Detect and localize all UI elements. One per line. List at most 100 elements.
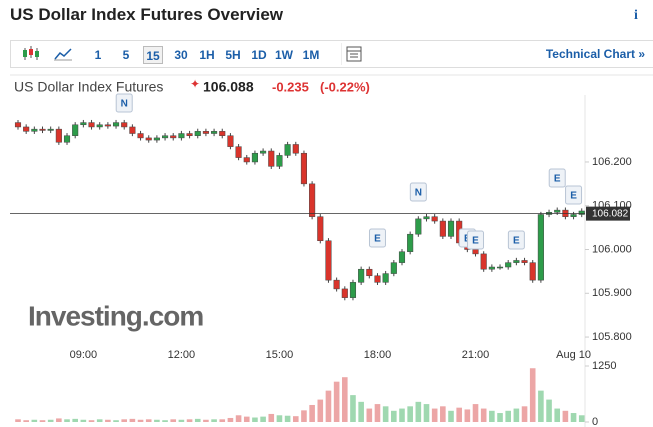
volume-bar — [423, 404, 430, 422]
volume-bar — [578, 415, 585, 422]
volume-bar — [407, 406, 413, 422]
candle-body — [162, 135, 169, 139]
candle-body — [398, 251, 406, 263]
volume-bar — [276, 415, 283, 422]
volume-bar — [121, 419, 128, 422]
volume-bar — [325, 390, 332, 422]
info-icon[interactable]: i — [634, 8, 638, 23]
volume-bar — [415, 401, 422, 422]
interval-button[interactable]: 15 — [143, 46, 163, 64]
down-arrow: ✦ — [190, 77, 200, 91]
candle-body — [513, 260, 520, 263]
volume-tick-label: 0 — [592, 416, 598, 427]
event-label: E — [374, 234, 381, 245]
volume-bar — [252, 417, 258, 422]
y-tick-label: 106.200 — [592, 156, 632, 168]
volume-bar — [505, 410, 511, 422]
candle-body — [55, 128, 62, 143]
volume-bar — [219, 419, 226, 422]
candle-body — [480, 253, 487, 270]
volume-bar — [350, 395, 356, 422]
candle-body — [153, 137, 160, 141]
technical-chart-link[interactable]: Technical Chart » — [545, 47, 645, 61]
interval-button[interactable]: 1H — [199, 48, 215, 62]
x-tick-label: 15:00 — [266, 349, 294, 361]
candle-body — [537, 214, 544, 281]
volume-bar — [391, 410, 397, 422]
volume-bar — [235, 415, 242, 422]
candle-body — [227, 135, 234, 147]
interval-button[interactable]: 5H — [225, 48, 241, 62]
candle-body — [170, 135, 177, 139]
volume-bar — [137, 419, 144, 422]
volume-bar — [31, 419, 38, 422]
volume-bar — [521, 406, 528, 422]
y-tick-label: 105.900 — [592, 287, 632, 299]
x-tick-label: 09:00 — [70, 349, 98, 361]
interval-button[interactable]: 30 — [174, 48, 188, 62]
candle-body — [137, 133, 144, 139]
candle-body — [31, 128, 38, 132]
volume-bar — [105, 419, 111, 422]
volume-bar — [113, 420, 119, 422]
candle-body — [447, 220, 455, 237]
candle-body — [349, 282, 357, 298]
interval-button[interactable]: 1M — [302, 48, 320, 62]
candle-body — [47, 128, 54, 131]
candle-body — [521, 260, 528, 263]
volume-bar — [570, 413, 577, 422]
candle-body — [243, 157, 250, 163]
event-label: N — [415, 188, 422, 199]
last-price: 106.088 — [203, 79, 254, 95]
event-label: E — [513, 236, 520, 247]
volume-bar — [309, 404, 315, 422]
interval-button[interactable]: 1 — [94, 48, 102, 62]
candle-body — [431, 216, 438, 222]
volume-bar — [211, 419, 217, 422]
interval-button[interactable]: 5 — [122, 48, 130, 62]
volume-bar — [472, 404, 479, 422]
interval-button[interactable]: 1D — [251, 48, 267, 62]
x-tick-label: 18:00 — [364, 349, 392, 361]
candle-body — [145, 137, 152, 141]
page-title: US Dollar Index Futures Overview — [10, 5, 284, 24]
volume-bar — [145, 419, 152, 422]
volume-bar — [333, 381, 340, 422]
volume-bar — [39, 420, 46, 422]
interval-button[interactable]: 1W — [275, 48, 293, 62]
table-icon[interactable] — [341, 41, 365, 67]
candle-body — [309, 183, 316, 217]
candle-body — [325, 240, 332, 281]
volume-bar — [186, 419, 193, 422]
chart-type-icons[interactable] — [19, 41, 79, 67]
watermark: Investing.com — [28, 300, 203, 331]
volume-bar — [260, 416, 266, 422]
candle-body — [178, 133, 185, 139]
volume-bar — [56, 418, 62, 422]
volume-bar — [80, 419, 87, 422]
candle-body — [415, 218, 422, 235]
candle-body — [39, 128, 46, 131]
candle-body — [276, 155, 283, 167]
volume-bar — [268, 413, 275, 422]
candle-body — [496, 266, 504, 269]
event-flag — [409, 182, 427, 202]
volume-bar — [64, 419, 70, 422]
candle-body — [104, 124, 111, 127]
toolbar: Technical Chart » 1 5 15 30 1H 5H 1D 1W 1M — [10, 40, 653, 68]
candle-body — [202, 131, 209, 134]
volume-bar — [292, 416, 299, 422]
event-label: E — [472, 236, 479, 247]
volume-bar — [342, 377, 348, 422]
candle-body — [63, 135, 71, 143]
volume-bar — [284, 415, 291, 422]
event-flag — [467, 230, 485, 250]
candle-body — [529, 262, 536, 281]
candle-body — [251, 152, 258, 163]
volume-bar — [72, 418, 78, 422]
volume-bar — [358, 401, 364, 422]
candle-body — [472, 249, 479, 255]
volume-bar — [529, 368, 536, 422]
